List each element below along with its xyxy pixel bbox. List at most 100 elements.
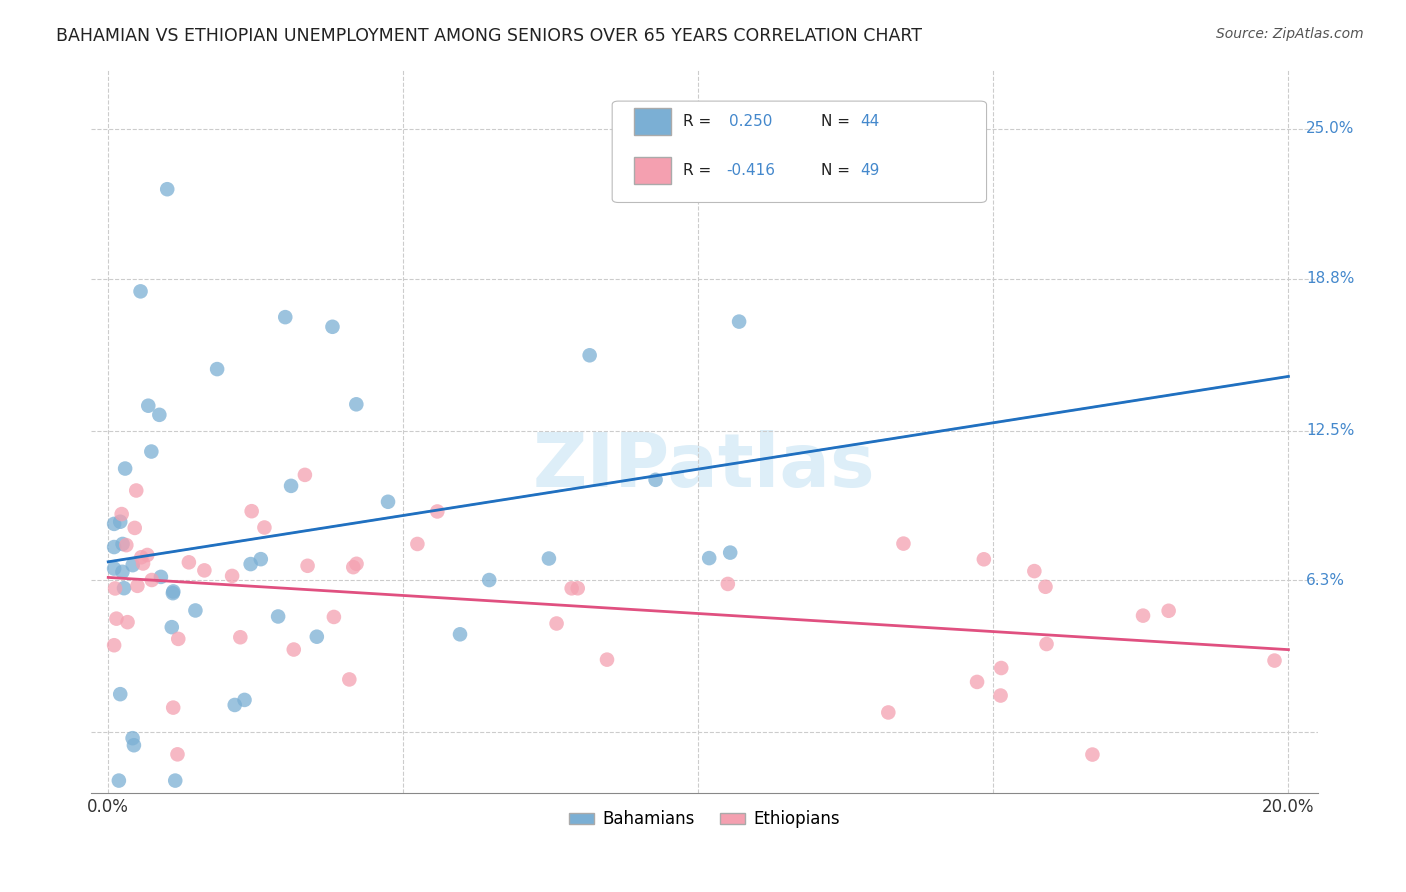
Point: [125, 483, 148, 498]
Point: [221, 569, 243, 583]
Point: [274, 310, 297, 325]
Point: [112, 581, 135, 595]
Point: [449, 627, 471, 641]
Point: [297, 558, 319, 573]
Point: [205, 362, 228, 376]
Text: R =: R =: [683, 163, 717, 178]
Point: [141, 444, 163, 458]
Point: [114, 461, 136, 475]
Point: [1263, 654, 1285, 668]
Point: [294, 467, 316, 482]
Point: [160, 620, 183, 634]
Text: N =: N =: [821, 163, 855, 178]
Text: 18.8%: 18.8%: [1306, 271, 1354, 286]
Point: [728, 315, 751, 329]
Text: 12.5%: 12.5%: [1306, 423, 1354, 438]
Point: [103, 561, 125, 575]
Point: [122, 738, 145, 752]
FancyBboxPatch shape: [612, 101, 987, 202]
Point: [644, 473, 666, 487]
Point: [478, 573, 501, 587]
Point: [966, 674, 988, 689]
Point: [167, 632, 190, 646]
Point: [537, 551, 560, 566]
Point: [103, 540, 125, 554]
Point: [105, 612, 128, 626]
Point: [165, 773, 187, 788]
Text: 44: 44: [860, 114, 879, 128]
Point: [127, 579, 149, 593]
Text: R =: R =: [683, 114, 721, 128]
Point: [697, 551, 720, 566]
Point: [132, 557, 155, 571]
Point: [249, 552, 271, 566]
Point: [110, 687, 132, 701]
Point: [136, 548, 159, 562]
Point: [893, 536, 915, 550]
Point: [239, 557, 262, 571]
FancyBboxPatch shape: [634, 108, 671, 136]
Text: N =: N =: [821, 114, 855, 128]
Point: [990, 689, 1012, 703]
Point: [103, 516, 125, 531]
Point: [717, 577, 740, 591]
Point: [1035, 637, 1057, 651]
Point: [718, 546, 741, 560]
Point: [162, 700, 184, 714]
Point: [166, 747, 188, 762]
Point: [342, 560, 364, 574]
Point: [129, 550, 152, 565]
Point: [990, 661, 1012, 675]
Text: 6.3%: 6.3%: [1306, 573, 1346, 588]
Point: [253, 520, 276, 534]
Legend: Bahamians, Ethiopians: Bahamians, Ethiopians: [562, 804, 846, 835]
Point: [546, 616, 568, 631]
Point: [141, 573, 163, 587]
Point: [377, 495, 399, 509]
Point: [406, 537, 429, 551]
Point: [184, 603, 207, 617]
Point: [280, 479, 302, 493]
Point: [111, 507, 134, 521]
Point: [567, 581, 589, 595]
Point: [578, 348, 600, 362]
Text: 25.0%: 25.0%: [1306, 121, 1354, 136]
Text: ZIPatlas: ZIPatlas: [533, 430, 876, 503]
Point: [193, 563, 215, 577]
Point: [596, 653, 619, 667]
Point: [117, 615, 139, 629]
Point: [111, 565, 134, 579]
Point: [115, 538, 138, 552]
Point: [322, 610, 344, 624]
Point: [156, 182, 179, 196]
Point: [346, 557, 368, 571]
Point: [321, 319, 343, 334]
Point: [136, 399, 159, 413]
Point: [108, 773, 131, 788]
Text: -0.416: -0.416: [727, 163, 775, 178]
Point: [1035, 580, 1057, 594]
Point: [148, 408, 170, 422]
Point: [233, 693, 256, 707]
Point: [240, 504, 263, 518]
Point: [110, 515, 132, 529]
Point: [1132, 608, 1154, 623]
Point: [305, 630, 328, 644]
Point: [162, 584, 184, 599]
Point: [124, 521, 146, 535]
Point: [121, 731, 143, 746]
Point: [111, 537, 134, 551]
Point: [162, 586, 184, 600]
Point: [283, 642, 305, 657]
Point: [1157, 604, 1180, 618]
Text: BAHAMIAN VS ETHIOPIAN UNEMPLOYMENT AMONG SENIORS OVER 65 YEARS CORRELATION CHART: BAHAMIAN VS ETHIOPIAN UNEMPLOYMENT AMONG…: [56, 27, 922, 45]
Point: [337, 673, 360, 687]
Point: [129, 285, 152, 299]
Point: [224, 698, 246, 712]
Point: [177, 555, 200, 569]
Point: [149, 570, 172, 584]
FancyBboxPatch shape: [634, 157, 671, 185]
Point: [229, 630, 252, 644]
Point: [121, 558, 143, 573]
Point: [1081, 747, 1104, 762]
